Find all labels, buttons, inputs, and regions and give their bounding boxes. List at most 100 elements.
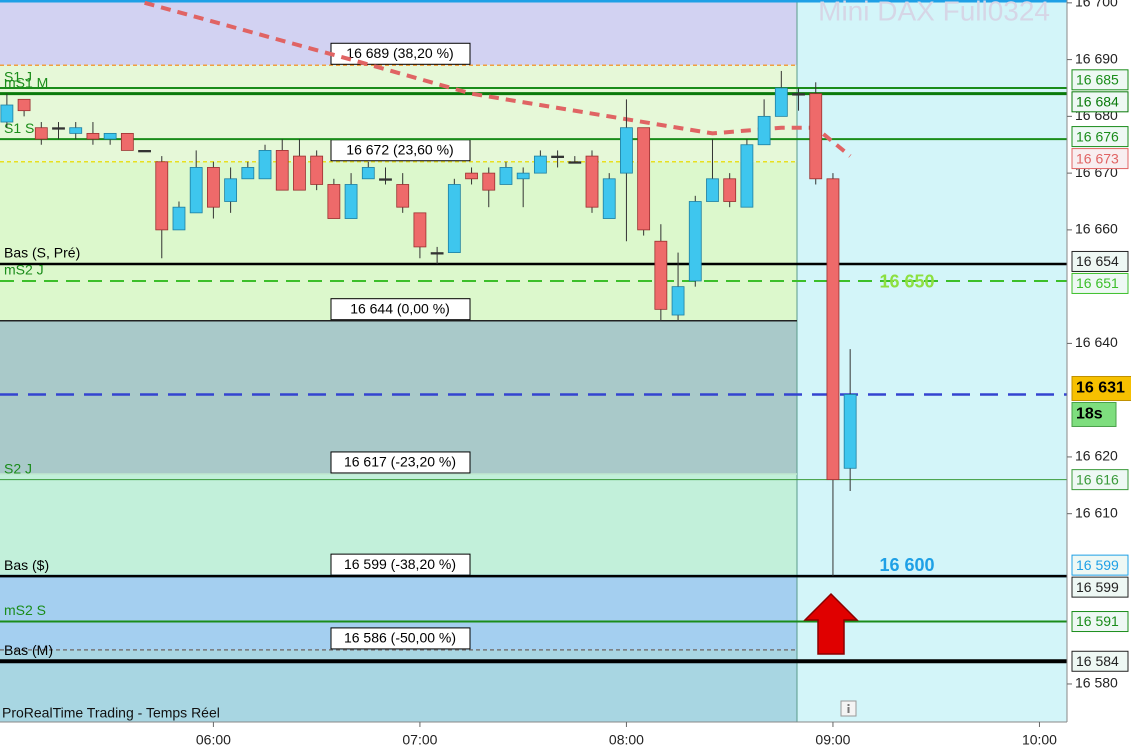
candle-body [602, 178, 616, 219]
candle-body [241, 167, 255, 180]
axis-tag-label: 16 684 [1076, 94, 1119, 110]
watermark-title: Mini DAX Full0324 [818, 0, 1050, 26]
fib-label-box [330, 298, 471, 321]
axis-tag [1071, 272, 1129, 294]
candle-body [688, 201, 702, 282]
y-tick-label: 16 690 [1075, 50, 1118, 66]
axis-tag-label: 16 685 [1076, 72, 1119, 88]
candle-body [482, 172, 496, 191]
axis-tag-label: 16 591 [1076, 613, 1119, 629]
candle-body [533, 155, 547, 174]
candle-body [17, 98, 31, 112]
level-name: Bas (M) [4, 642, 53, 658]
level-name: Bas (S, Pré) [4, 245, 80, 261]
fib-label: 16 599 (-38,20 %) [344, 556, 456, 572]
candle-body [637, 127, 651, 231]
level-name: Bas ($) [4, 557, 49, 573]
axis-tag-label: 16 584 [1076, 653, 1119, 669]
x-tick-label: 08:00 [609, 732, 644, 748]
axis-tag [1071, 91, 1129, 113]
y-tick-label: 16 610 [1075, 504, 1118, 520]
candle-body [0, 104, 14, 123]
y-tick-label: 16 620 [1075, 448, 1118, 464]
timer-tag [1071, 401, 1117, 427]
x-tick-label: 09:00 [815, 732, 850, 748]
x-tick-label: 07:00 [402, 732, 437, 748]
fib-label: 16 672 (23,60 %) [346, 141, 453, 157]
candle-body [379, 178, 392, 181]
fib-label: 16 689 (38,20 %) [346, 45, 453, 61]
right-session-bg [797, 0, 1067, 722]
info-stem [847, 707, 850, 713]
candle-body [52, 127, 65, 130]
axis-tag [1071, 611, 1129, 633]
last-price-label: 16 631 [1076, 380, 1125, 397]
level-name: S1 S [4, 120, 34, 136]
level-name: mS1 M [4, 74, 48, 90]
level-name: S1 J [4, 69, 32, 85]
axis-tag-label: 16 616 [1076, 471, 1119, 487]
candle-body [327, 184, 341, 219]
candle-body [809, 93, 823, 180]
arrow-marker [803, 592, 859, 655]
axis-tag [1071, 69, 1129, 91]
info-dot [847, 704, 850, 706]
price-annotation: 16 600 [879, 555, 934, 575]
candle-body [155, 161, 169, 231]
axis-tag-label: 16 654 [1076, 253, 1119, 269]
price-annotation: 16 650 [879, 271, 934, 291]
candle-body [224, 178, 238, 202]
candle-body [723, 178, 737, 202]
candle-body [396, 184, 410, 208]
candle-body [206, 167, 220, 208]
fib-label: 16 617 (-23,20 %) [344, 454, 456, 470]
y-tick-label: 16 700 [1075, 0, 1118, 10]
candle-body [430, 252, 444, 255]
level-name: S2 J [4, 460, 32, 476]
candle-body [447, 184, 461, 253]
fib-label-box [330, 451, 471, 474]
axis-tag-label: 16 651 [1076, 275, 1119, 291]
candle-body [671, 286, 685, 316]
candle-body [465, 172, 478, 180]
axis-tag [1071, 250, 1129, 272]
timer-label: 18s [1076, 406, 1103, 423]
candle-body [551, 155, 564, 158]
candle-body [293, 155, 306, 191]
x-axis-bg [0, 722, 1067, 748]
candle-body [654, 240, 668, 310]
candle-body [585, 155, 599, 208]
axis-tag-label: 16 673 [1076, 150, 1119, 166]
candle-body [413, 212, 427, 248]
fib-label: 16 586 (-50,00 %) [344, 630, 456, 646]
fib-label-box [330, 627, 471, 650]
candle-body [499, 167, 513, 185]
info-icon [840, 700, 857, 717]
x-tick-label: 06:00 [196, 732, 231, 748]
candle-body [826, 178, 840, 481]
candle-body [792, 93, 805, 96]
fib-label: 16 644 (0,00 %) [350, 300, 450, 316]
last-price-tag [1071, 375, 1131, 401]
axis-tag-label: 16 676 [1076, 128, 1119, 144]
level-name: mS2 J [4, 262, 44, 278]
level-name: mS2 S [4, 602, 46, 618]
axis-tag-label: 16 599 [1076, 557, 1119, 573]
candle-body [516, 172, 530, 180]
candle-body [103, 132, 117, 140]
candle-body [757, 115, 771, 146]
candle-body [120, 132, 134, 151]
candle-body [344, 184, 358, 219]
x-tick-label: 10:00 [1022, 732, 1057, 748]
candle-body [310, 155, 324, 185]
candle-body [361, 167, 375, 180]
source-label: ProRealTime Trading - Temps Réel [2, 705, 220, 721]
axis-tag [1071, 469, 1129, 491]
candle-body [138, 150, 151, 153]
candle-body [774, 87, 788, 117]
candle-body [740, 144, 754, 208]
axis-tag [1071, 576, 1129, 598]
axis-tag [1071, 126, 1129, 148]
